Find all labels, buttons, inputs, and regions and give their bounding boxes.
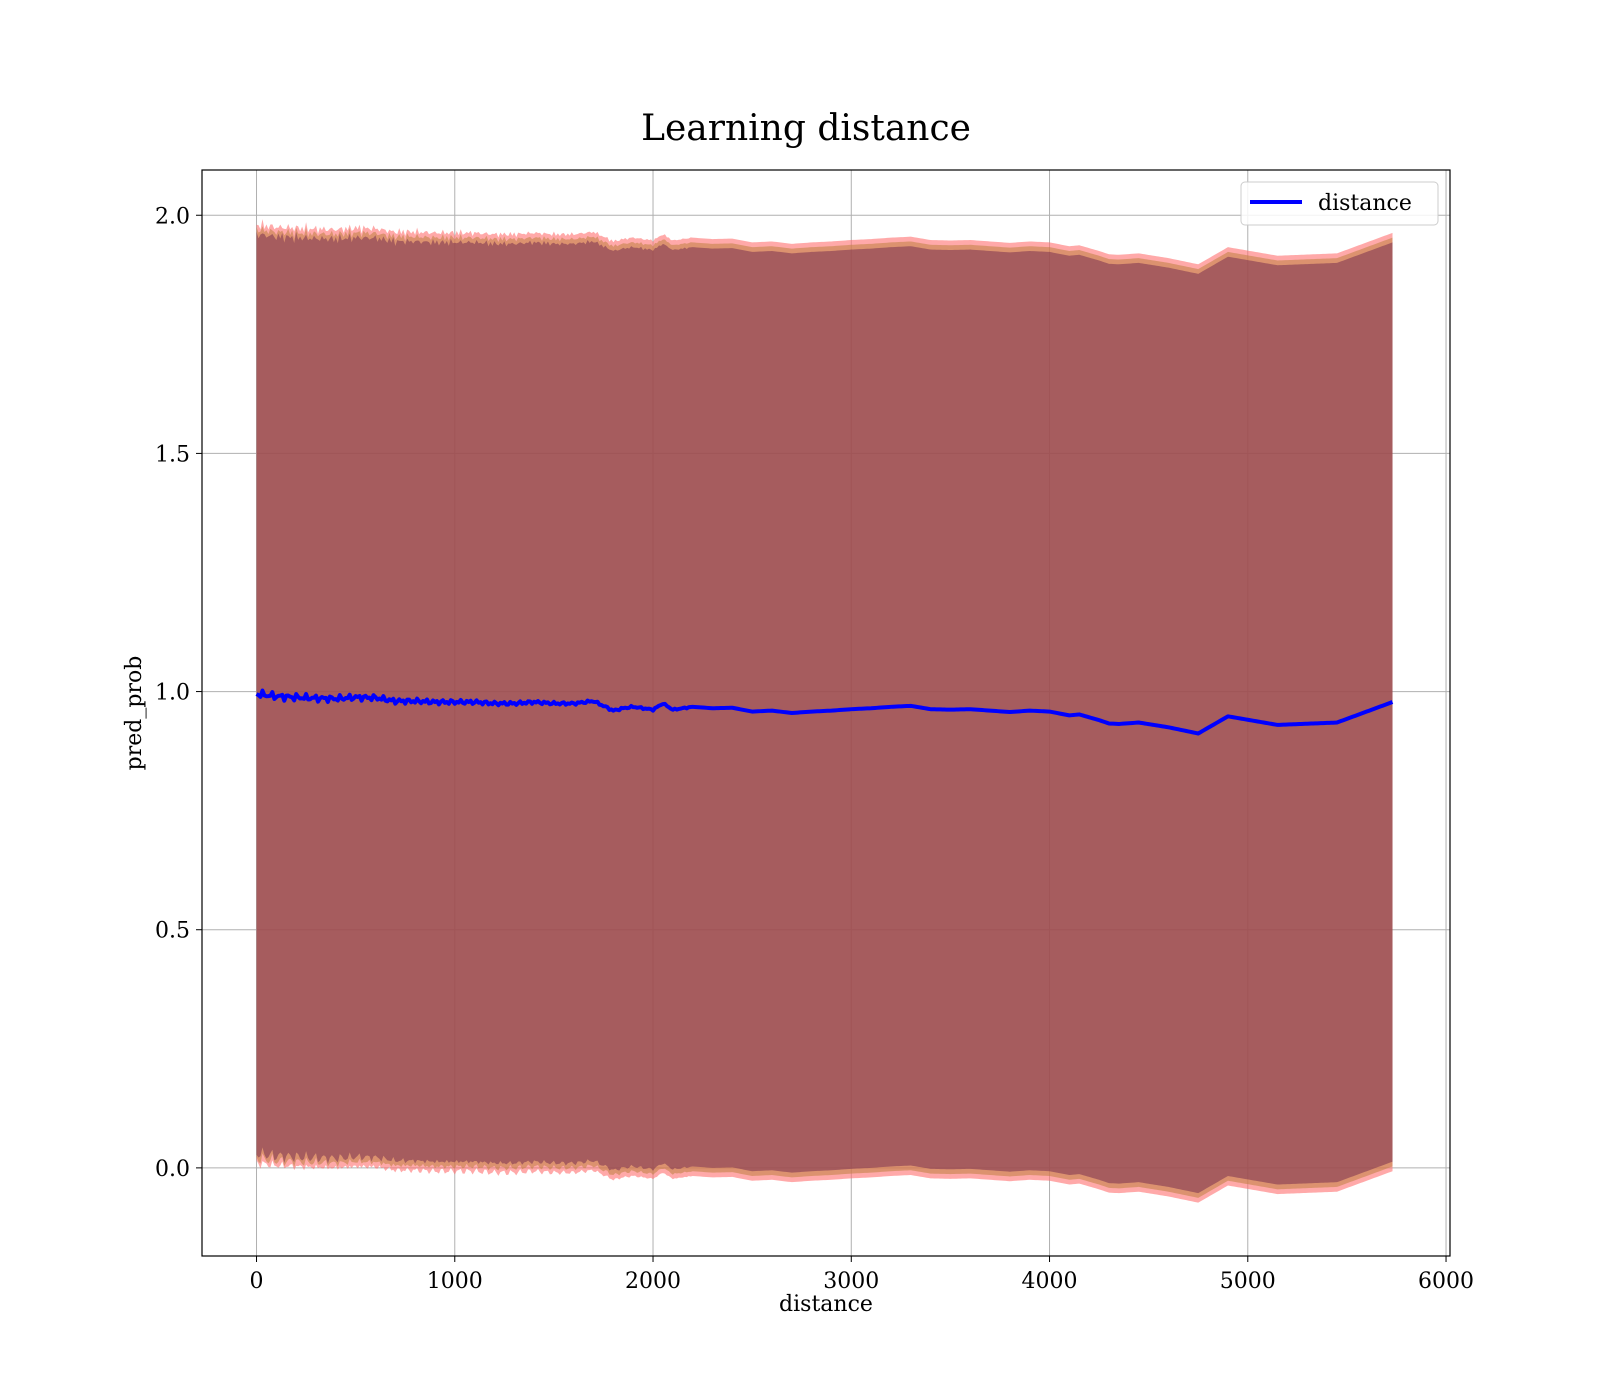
series-lines [255,688,1394,736]
x-tick-label-1: 1000 [427,1269,483,1294]
legend-box [1240,181,1439,226]
legend: distance [1240,181,1439,226]
x-tick-label-6: 6000 [1418,1269,1474,1294]
x-tick-label-2: 2000 [625,1269,681,1294]
y-tick-label-0: 0.0 [155,1157,190,1182]
x-tick-label-5: 5000 [1220,1269,1276,1294]
y-axis-ticks: 0.0 0.5 1.0 1.5 2.0 [155,204,202,1182]
y-tick-label-4: 2.0 [155,204,190,229]
x-axis-ticks: 0 1000 2000 3000 4000 5000 6000 [250,1256,1474,1294]
y-tick-label-1: 0.5 [155,919,190,944]
y-axis-label: pred_prob [122,656,147,771]
y-tick-label-2: 1.0 [155,681,190,706]
y-tick-label-3: 1.5 [155,442,190,467]
chart-title: Learning distance [641,108,971,149]
x-tick-label-3: 3000 [823,1269,879,1294]
plot-frame [201,169,1451,1257]
x-tick-label-4: 4000 [1022,1269,1078,1294]
x-axis-label: distance [779,1292,873,1317]
series-line-distance [255,688,1394,736]
x-tick-label-0: 0 [250,1269,264,1294]
legend-label-distance: distance [1318,191,1412,216]
